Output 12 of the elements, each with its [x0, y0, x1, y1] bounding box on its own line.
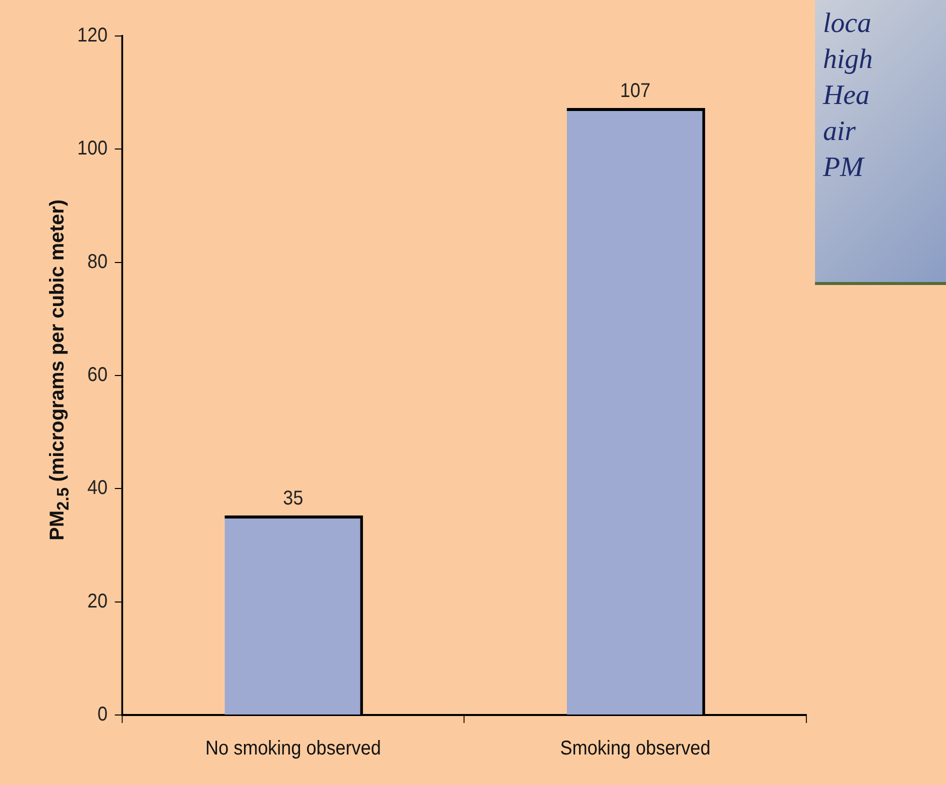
- y-tick-label: 0: [97, 704, 108, 726]
- text: loca high Hea air PM: [815, 0, 946, 285]
- x-tick-label: No smoking observed: [205, 738, 381, 760]
- y-tick-label: 100: [77, 138, 108, 160]
- data-label: 107: [620, 80, 650, 102]
- y-tick-label: 80: [87, 251, 108, 274]
- data-label: 35: [283, 488, 304, 510]
- y-tick-label: 60: [87, 364, 108, 386]
- x-tick-label: Smoking observed: [560, 738, 710, 760]
- y-tick-label: 20: [87, 590, 108, 613]
- y-tick-label: 40: [87, 477, 108, 500]
- y-tick-label: 120: [77, 24, 108, 47]
